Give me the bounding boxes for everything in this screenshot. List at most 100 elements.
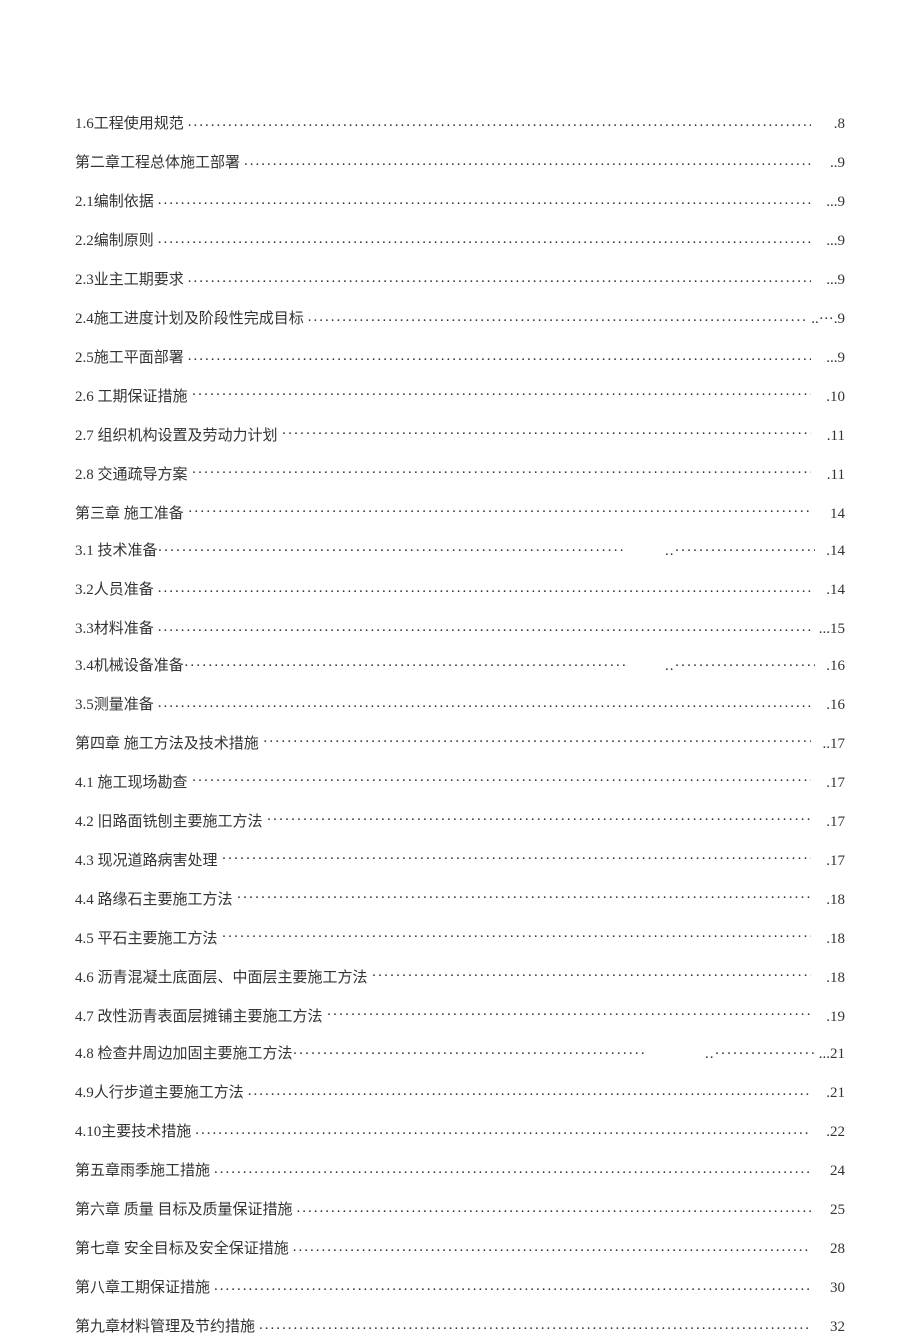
- toc-title: 第八章工期保证措施: [75, 1276, 210, 1300]
- toc-title: 2.8 交通疏导方案: [75, 463, 188, 487]
- toc-page-number: ...9: [815, 268, 845, 292]
- toc-leader: [188, 266, 811, 284]
- toc-page-number: .22: [815, 1120, 845, 1144]
- toc-entry: 2.2编制原则 ...9: [75, 227, 845, 253]
- toc-title: 4.2 旧路面铣刨主要施工方法: [75, 810, 263, 834]
- toc-leader: [158, 227, 811, 245]
- toc-leader: [158, 691, 811, 709]
- toc-title: 2.4施工进度计划及阶段性完成目标: [75, 307, 304, 331]
- toc-title: 4.4 路缘石主要施工方法: [75, 888, 233, 912]
- toc-page-number: 24: [815, 1159, 845, 1183]
- toc-leader: [372, 964, 811, 982]
- toc-page-number: .14: [815, 578, 845, 602]
- toc-entry: 4.6 沥青混凝土底面层、中面层主要施工方法 .18: [75, 964, 845, 990]
- toc-leader: [222, 925, 811, 943]
- toc-title: 4.3 现况道路病害处理: [75, 849, 218, 873]
- toc-leader: [263, 730, 811, 748]
- toc-page-number: .17: [815, 810, 845, 834]
- toc-page-number: ..···.9: [811, 307, 845, 331]
- toc-leader: [158, 615, 811, 633]
- toc-title: 3.2人员准备: [75, 578, 154, 602]
- toc-entry: 4.1 施工现场勘查 .17: [75, 769, 845, 795]
- toc-leader: [214, 1157, 811, 1175]
- toc-title: 4.1 施工现场勘查: [75, 771, 188, 795]
- toc-title: 第九章材料管理及节约措施: [75, 1315, 255, 1339]
- toc-entry: 4.9人行步道主要施工方法.21: [75, 1079, 845, 1105]
- toc-leader: [308, 305, 807, 323]
- toc-title: 第六章 质量 目标及质量保证措施: [75, 1198, 293, 1222]
- toc-entry: 3.1 技术准备································…: [75, 539, 845, 563]
- toc-leader: [267, 808, 811, 826]
- toc-entry: 2.6 工期保证措施 .10: [75, 383, 845, 409]
- toc-entry: 2.1编制依据...9: [75, 188, 845, 214]
- toc-page-number: ...15: [815, 617, 845, 641]
- toc-page-number: 14: [815, 502, 845, 526]
- toc-title: 第二章工程总体施工部署: [75, 151, 240, 175]
- toc-title: 2.3业主工期要求: [75, 268, 184, 292]
- toc-entry: 第九章材料管理及节约措施 32: [75, 1313, 845, 1339]
- toc-entry: 第四章 施工方法及技术措施..17: [75, 730, 845, 756]
- toc-title: 2.6 工期保证措施: [75, 385, 188, 409]
- toc-page-number: .16: [815, 693, 845, 717]
- toc-leader: [188, 500, 811, 518]
- toc-entry: 3.3材料准备...15: [75, 615, 845, 641]
- toc-leader: [214, 1274, 811, 1292]
- toc-title: 2.5施工平面部署: [75, 346, 184, 370]
- toc-entry: 3.5测量准备 .16: [75, 691, 845, 717]
- toc-page-number: ...9: [815, 346, 845, 370]
- toc-page-number: ...21: [815, 1042, 845, 1066]
- toc-page-number: .14: [815, 539, 845, 563]
- toc-leader: [188, 344, 811, 362]
- toc-title: 第七章 安全目标及安全保证措施: [75, 1237, 289, 1261]
- toc-page-number: .19: [815, 1005, 845, 1029]
- toc-title: 3.5测量准备: [75, 693, 154, 717]
- toc-entry: 2.8 交通疏导方案 .11: [75, 461, 845, 487]
- toc-leader: [192, 461, 811, 479]
- toc-page-number: .18: [815, 927, 845, 951]
- toc-leader: [222, 847, 811, 865]
- toc-title: 4.6 沥青混凝土底面层、中面层主要施工方法: [75, 966, 368, 990]
- toc-entry: 1.6工程使用规范.8: [75, 110, 845, 136]
- toc-entry: 2.4施工进度计划及阶段性完成目标 ..···.9: [75, 305, 845, 331]
- toc-page-number: .21: [815, 1081, 845, 1105]
- toc-title: 第四章 施工方法及技术措施: [75, 732, 259, 756]
- toc-leader: [248, 1079, 811, 1097]
- toc-title: 3.4机械设备准备: [75, 654, 184, 678]
- toc-entry: 2.3业主工期要求 ...9: [75, 266, 845, 292]
- toc-entry: 3.4机械设备准备·······························…: [75, 654, 845, 678]
- toc-title: 4.5 平石主要施工方法: [75, 927, 218, 951]
- toc-leader: [192, 769, 811, 787]
- toc-title: 2.2编制原则: [75, 229, 154, 253]
- toc-leader: [297, 1196, 811, 1214]
- toc-page-number: .11: [815, 424, 845, 448]
- toc-title: 4.10主要技术措施: [75, 1120, 191, 1144]
- toc-page-number: 25: [815, 1198, 845, 1222]
- toc-page-number: .18: [815, 966, 845, 990]
- toc-leader: [327, 1003, 811, 1021]
- toc-page-number: ...9: [815, 190, 845, 214]
- toc-entry: 第二章工程总体施工部署 ..9: [75, 149, 845, 175]
- toc-page-number: ...9: [815, 229, 845, 253]
- toc-leader: [244, 149, 811, 167]
- toc-page-number: .17: [815, 849, 845, 873]
- toc-entry: 4.8 检查井周边加固主要施工方法·······················…: [75, 1042, 845, 1066]
- toc-page-number: 32: [815, 1315, 845, 1339]
- toc-entry: 3.2人员准备 .14: [75, 576, 845, 602]
- toc-entry: 4.10主要技术措施 .22: [75, 1118, 845, 1144]
- toc-entry: 第七章 安全目标及安全保证措施 28: [75, 1235, 845, 1261]
- toc-page-number: .11: [815, 463, 845, 487]
- toc-leader: [237, 886, 811, 904]
- toc-page-number: ..9: [815, 151, 845, 175]
- toc-leader: [293, 1235, 811, 1253]
- toc-leader: [259, 1313, 811, 1331]
- toc-page-number: .18: [815, 888, 845, 912]
- toc-entry: 第八章工期保证措施 30: [75, 1274, 845, 1300]
- toc-page-number: .17: [815, 771, 845, 795]
- toc-entry: 4.3 现况道路病害处理 .17: [75, 847, 845, 873]
- toc-title: 第三章 施工准备: [75, 502, 184, 526]
- toc-title: 1.6工程使用规范: [75, 112, 184, 136]
- toc-entry: 4.7 改性沥青表面层摊铺主要施工方法.19: [75, 1003, 845, 1029]
- toc-entry: 4.4 路缘石主要施工方法 .18: [75, 886, 845, 912]
- toc-page-number: 28: [815, 1237, 845, 1261]
- toc-page-number: .10: [815, 385, 845, 409]
